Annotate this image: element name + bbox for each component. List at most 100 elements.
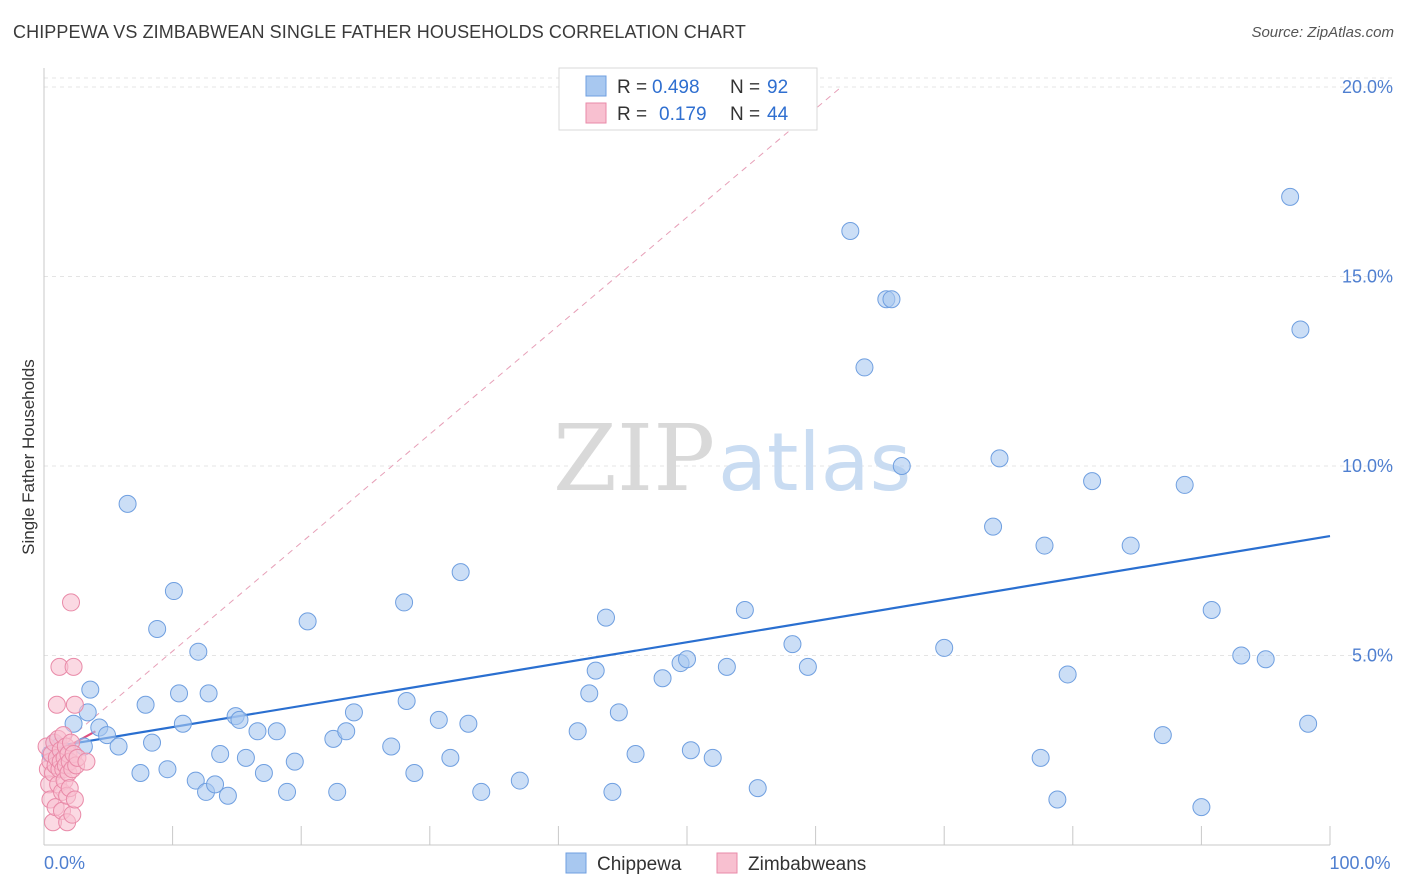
data-point-chippewa-29	[236, 748, 255, 767]
y-axis-label: Single Father Households	[19, 359, 38, 555]
data-point-chippewa-43	[405, 763, 424, 782]
y-axis-ticks: 5.0% 10.0% 15.0% 20.0%	[1342, 77, 1393, 666]
data-point-chippewa-67	[841, 221, 860, 240]
data-point-chippewa-17	[164, 582, 183, 601]
data-point-chippewa-82	[1175, 475, 1194, 494]
bottom-legend: Chippewa Zimbabweans	[565, 852, 866, 875]
watermark: ZIP atlas	[553, 405, 911, 512]
data-point-chippewa-57	[653, 669, 672, 688]
data-point-zimbabweans-11	[47, 695, 66, 714]
watermark-atlas: atlas	[718, 416, 911, 509]
legend-r-label-zimbabweans: R =	[617, 104, 647, 125]
data-point-chippewa-46	[451, 563, 470, 582]
bottom-legend-label-zimbabweans: Zimbabweans	[748, 854, 866, 875]
legend-n-label-chippewa: N =	[730, 77, 760, 98]
data-point-chippewa-28	[230, 710, 249, 729]
y-tick-label-2: 15.0%	[1342, 266, 1393, 286]
data-point-chippewa-53	[596, 608, 615, 627]
data-point-zimbabweans-39	[65, 695, 84, 714]
watermark-zip: ZIP	[553, 405, 715, 512]
data-point-chippewa-54	[603, 782, 622, 801]
legend-n-label-zimbabweans: N =	[730, 104, 760, 125]
data-point-chippewa-83	[1192, 798, 1211, 817]
y-tick-label-0: 5.0%	[1352, 645, 1393, 665]
data-point-chippewa-86	[1256, 650, 1275, 669]
data-point-chippewa-87	[1281, 187, 1300, 206]
data-point-chippewa-24	[206, 775, 225, 794]
legend-n-value-chippewa: 92	[767, 77, 788, 98]
data-point-chippewa-62	[717, 657, 736, 676]
bottom-legend-swatch-chippewa	[565, 852, 587, 874]
data-point-chippewa-45	[441, 748, 460, 767]
data-point-chippewa-12	[131, 763, 150, 782]
data-point-chippewa-42	[397, 691, 416, 710]
source-label: Source: ZipAtlas.com	[1251, 24, 1394, 41]
data-point-chippewa-52	[586, 661, 605, 680]
data-point-chippewa-73	[984, 517, 1003, 536]
data-point-zimbabweans-43	[77, 752, 96, 771]
data-point-chippewa-30	[248, 722, 267, 741]
data-point-chippewa-48	[472, 782, 491, 801]
grid-lines	[44, 77, 1392, 656]
data-point-chippewa-79	[1083, 472, 1102, 491]
data-point-chippewa-56	[626, 745, 645, 764]
data-point-chippewa-49	[510, 771, 529, 790]
data-point-chippewa-50	[568, 722, 587, 741]
data-point-chippewa-16	[158, 760, 177, 779]
data-point-chippewa-37	[328, 782, 347, 801]
data-point-chippewa-31	[254, 763, 273, 782]
data-point-chippewa-33	[278, 782, 297, 801]
x-tick-label-1: 100.0%	[1329, 853, 1390, 873]
y-tick-label-3: 20.0%	[1342, 77, 1393, 97]
legend-r-value-zimbabweans: 0.179	[659, 104, 707, 125]
data-point-chippewa-34	[285, 752, 304, 771]
data-point-zimbabweans-40	[65, 790, 84, 809]
data-point-chippewa-23	[199, 684, 218, 703]
data-point-chippewa-64	[748, 779, 767, 798]
data-point-chippewa-61	[703, 748, 722, 767]
data-point-chippewa-78	[1058, 665, 1077, 684]
data-point-chippewa-40	[382, 737, 401, 756]
data-point-chippewa-76	[1035, 536, 1054, 555]
bottom-legend-label-chippewa: Chippewa	[597, 854, 682, 875]
data-point-zimbabweans-33	[62, 593, 81, 612]
data-point-chippewa-35	[298, 612, 317, 631]
data-point-chippewa-4	[64, 714, 83, 733]
trend-line-chippewa-0	[43, 535, 1331, 750]
data-point-chippewa-25	[211, 745, 230, 764]
data-point-chippewa-18	[170, 684, 189, 703]
data-point-chippewa-14	[143, 733, 162, 752]
legend: R = 0.498 N = 92 R = 0.179 N = 44	[558, 67, 818, 131]
data-point-chippewa-74	[990, 449, 1009, 468]
data-points	[37, 187, 1318, 832]
data-point-chippewa-72	[935, 638, 954, 657]
data-point-chippewa-21	[189, 642, 208, 661]
data-point-chippewa-15	[148, 619, 167, 638]
data-point-chippewa-38	[337, 722, 356, 741]
trend-line-zimbabweans-2	[43, 86, 842, 761]
data-point-chippewa-66	[798, 657, 817, 676]
data-point-chippewa-20	[186, 771, 205, 790]
data-point-chippewa-80	[1121, 536, 1140, 555]
data-point-chippewa-41	[395, 593, 414, 612]
data-point-chippewa-10	[109, 737, 128, 756]
legend-swatch-chippewa	[585, 75, 607, 97]
data-point-chippewa-60	[681, 741, 700, 760]
data-point-zimbabweans-36	[63, 805, 82, 824]
data-point-chippewa-89	[1299, 714, 1318, 733]
data-point-chippewa-39	[344, 703, 363, 722]
data-point-chippewa-26	[218, 786, 237, 805]
legend-r-label-chippewa: R =	[617, 77, 647, 98]
data-point-chippewa-63	[735, 601, 754, 620]
data-point-chippewa-13	[136, 695, 155, 714]
data-point-chippewa-84	[1202, 601, 1221, 620]
y-tick-label-1: 10.0%	[1342, 456, 1393, 476]
data-point-chippewa-65	[783, 635, 802, 654]
data-point-chippewa-71	[892, 456, 911, 475]
data-point-chippewa-11	[118, 494, 137, 513]
data-point-chippewa-47	[459, 714, 478, 733]
data-point-chippewa-55	[609, 703, 628, 722]
data-point-chippewa-68	[855, 358, 874, 377]
legend-swatch-zimbabweans	[585, 102, 607, 124]
data-point-chippewa-85	[1232, 646, 1251, 665]
